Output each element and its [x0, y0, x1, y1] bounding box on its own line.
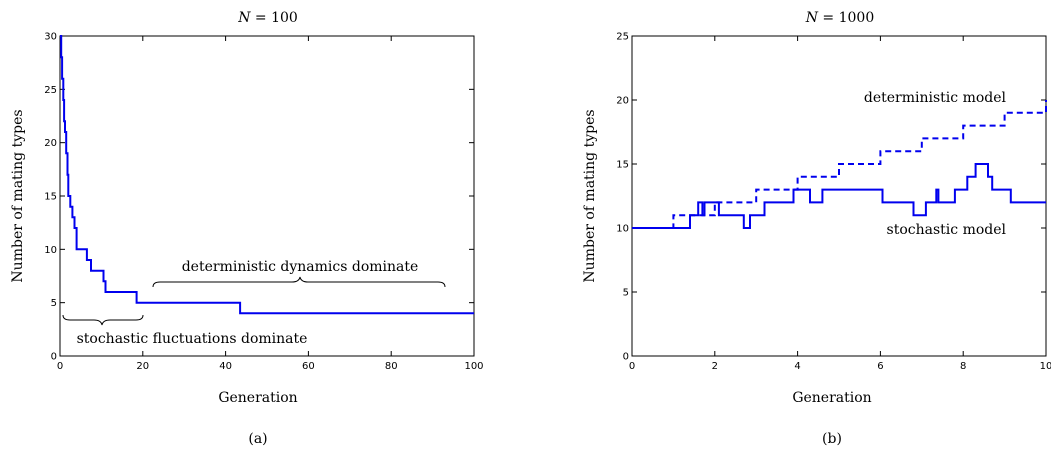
x-tick-label: 4 — [794, 361, 800, 372]
x-tick-label: 100 — [464, 361, 483, 372]
chart-title-a: N = 100 — [237, 10, 298, 26]
annotation-stochastic: stochastic fluctuations dominate — [77, 331, 308, 347]
x-tick-label: 20 — [136, 361, 149, 372]
y-tick-label: 20 — [616, 96, 629, 107]
ticks-a: 0 20 40 60 80 100 0 5 10 15 20 25 30 — [44, 32, 483, 373]
chart-panel-b: N = 1000 0 2 4 6 8 10 0 5 10 15 20 25 Generation Nu… — [582, 10, 1051, 447]
y-axis-label-b: Number of mating types — [582, 109, 598, 282]
x-axis-label-a: Generation — [218, 390, 297, 406]
y-axis-label-a: Number of mating types — [10, 109, 26, 282]
y-tick-label: 5 — [51, 298, 57, 309]
y-tick-label: 15 — [616, 160, 629, 171]
y-tick-label: 10 — [44, 245, 57, 256]
chart-title-b: N = 1000 — [805, 10, 875, 26]
y-tick-label: 20 — [44, 138, 57, 149]
series-line-deterministic-model — [632, 100, 1047, 229]
chart-panel-a: N = 100 0 20 40 60 80 100 0 5 10 15 20 25 30 Generat… — [10, 10, 484, 447]
label-deterministic-model: deterministic model — [864, 90, 1007, 106]
plot-frame-b — [631, 35, 1047, 357]
label-stochastic-model: stochastic model — [887, 222, 1007, 238]
y-tick-label: 25 — [616, 32, 629, 43]
brace-deterministic — [152, 276, 446, 288]
plot-frame-a — [59, 35, 475, 357]
series-line-stochastic-model — [632, 163, 1046, 229]
y-tick-label: 30 — [44, 32, 57, 43]
y-tick-label: 5 — [623, 288, 629, 299]
x-tick-label: 6 — [877, 361, 883, 372]
series-line-mating-types-a — [60, 35, 474, 315]
x-tick-label: 0 — [629, 361, 635, 372]
y-tick-label: 25 — [44, 85, 57, 96]
y-tick-label: 0 — [623, 352, 629, 363]
ticks-b: 0 2 4 6 8 10 0 5 10 15 20 25 — [616, 32, 1051, 373]
y-tick-label: 15 — [44, 192, 57, 203]
x-axis-label-b: Generation — [792, 390, 871, 406]
panel-label-b: (b) — [822, 431, 842, 447]
annotation-deterministic: deterministic dynamics dominate — [182, 259, 419, 275]
x-tick-label: 2 — [712, 361, 718, 372]
x-tick-label: 10 — [1040, 361, 1051, 372]
brace-stochastic — [62, 314, 144, 326]
x-tick-label: 0 — [57, 361, 63, 372]
x-tick-label: 60 — [302, 361, 315, 372]
x-tick-label: 80 — [385, 361, 398, 372]
panel-label-a: (a) — [248, 431, 267, 447]
x-tick-label: 40 — [219, 361, 232, 372]
x-tick-label: 8 — [960, 361, 966, 372]
y-tick-label: 0 — [51, 352, 57, 363]
y-tick-label: 10 — [616, 224, 629, 235]
